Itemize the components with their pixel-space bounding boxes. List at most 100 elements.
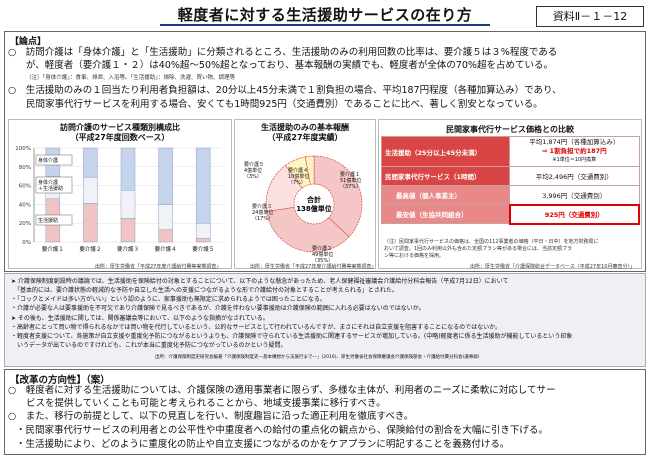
x-tick-label: 要介護４ [155, 245, 177, 253]
price-row-max: 最高値（個人事業主） 3,996円（交通費別） [381, 185, 640, 205]
point-2-line-1: ○ 生活援助のみの１回当たり利用者負担額は、20分以上45分未満で１割負担の場合… [8, 85, 562, 96]
notes-line-4: ・介護が必要な人は要事援助を不可欠であり介護保険で見るべきであるが、介護を伴わな… [11, 305, 425, 312]
bar-segment [158, 204, 173, 231]
direction-line-3: ○ また、移行の前提として、以下の見直しを行い、制度趣旨に沿った適正利用を徹底す… [8, 411, 414, 422]
pie-slice-label: 要介護４ [288, 167, 308, 174]
bar-segment [120, 147, 136, 191]
price-care-label: 生活援助（25分以上45分未満） [381, 136, 510, 167]
bar-segment [195, 147, 211, 224]
pie-chart-source: 出所：厚生労働省「平成27年度介護給付費等実態調査」 [250, 264, 377, 270]
pie-slice-label: 要介護５ [244, 161, 264, 168]
bar-chart: 0% 20% 40% 60% 80% 100% 要介護１ 要介護２ 要介護３ 要介護４ 要介護５ 身体… [15, 146, 222, 253]
x-tick-label: 要介護２ [79, 245, 101, 253]
bar-segment [83, 203, 98, 243]
price-care-copay: ⇒ 1割負担で約187円 [541, 147, 607, 155]
point-2-line-2: 民間家事代行サービスを利用する場合、安くても1時間925円（交通費別）であること… [26, 99, 543, 110]
page-title: 軽度者に対する生活援助サービスの在り方 [177, 6, 473, 24]
price-table: 生活援助（25分以上45分未満） 平均1,874円（各種加算込み） ⇒ 1割負担… [381, 136, 640, 225]
bar-segment [195, 222, 211, 239]
pie-slice-pct: （37%） [340, 184, 361, 190]
price-row-care: 生活援助（25分以上45分未満） 平均1,874円（各種加算込み） ⇒ 1割負担… [381, 136, 640, 167]
pie-center-label: 合計 [306, 195, 321, 204]
pie-chart-title: 生活援助のみの基本報酬 [261, 123, 349, 132]
y-tick-label: 20% [19, 221, 31, 227]
bar-segment [158, 147, 173, 205]
point-1-note: （注）「身体介護」：食事、排泄、入浴等。「生活援助」：掃除、洗濯、買い物、調理等 [26, 75, 236, 81]
points-label: 【論点】 [10, 37, 47, 47]
bar-segment [195, 237, 211, 243]
price-care-avg: 平均1,874円（各種加算込み） [529, 138, 620, 146]
pie-chart-subtitle: （平成27年度実績） [267, 133, 343, 142]
bar-segment [158, 229, 173, 243]
pie-slice-value: 49億単位 [312, 251, 333, 258]
title-underline [160, 24, 490, 26]
legend-label: 身体介護 [38, 179, 58, 186]
pie-slice-pct: （35%） [312, 258, 333, 262]
price-max-label: 最高値（個人事業主） [381, 185, 510, 205]
notes-source: 出所：介護保険制度史研究会編著「介護保険制度史―基本構想から法施行まで―」(20… [155, 355, 480, 360]
pie-slice-label: 要介護２ [312, 245, 332, 252]
background-notes-box: ➤ 介護保険制度創設時の議論では、生活援助を保険給付の対象とすることについて、以… [4, 273, 646, 367]
y-tick-label: 60% [19, 184, 31, 190]
y-tick-label: 40% [19, 202, 31, 208]
y-tick-label: 100% [15, 146, 31, 152]
price-source: 出所：厚生労働省「介護保険総合データベース（平成27年10月審査分）」 [470, 264, 635, 270]
price-min-value: 925円（交通費別） [508, 203, 640, 225]
pie-slice-label: 要介護１ [340, 171, 360, 178]
price-private-label: 民間家事代行サービス（1時間） [381, 166, 510, 186]
point-1-line-2: が、軽度者（要介護１・２）は40%超～50%超となっており、基本報酬の実績でも、… [26, 60, 553, 71]
bar-segment [83, 147, 98, 178]
pie-slice-pct: （17%） [252, 216, 273, 222]
direction-line-2: ビスを提供していくことも可能と考えられることから、地域支援事業に移行すべき。 [26, 398, 386, 409]
price-title: 民間家事代行サービス価格との比較 [446, 125, 574, 134]
pie-slice [266, 206, 350, 253]
price-min-label: 最安値（生協共同組合） [381, 204, 510, 224]
x-tick-label: 要介護３ [117, 245, 139, 253]
reform-direction-box [4, 369, 646, 455]
price-max-value: 3,996円（交通費別） [509, 185, 640, 205]
direction-line-4: ・民間家事代行サービスの利用者との公平性や中重度者への給付の重点化の観点から、保… [16, 425, 548, 436]
legend-label: 身体介護 [38, 157, 58, 164]
bar-segment [120, 218, 136, 243]
price-care-unit-note: ※1単位＝10円換算 [552, 157, 597, 163]
pie-slice-value: 10億単位 [288, 173, 309, 180]
legend-label: ＋生活援助 [38, 185, 63, 192]
price-private-avg: 平均2,496円（交通費別） [509, 166, 640, 186]
legend-box [35, 154, 73, 166]
pie-center-value: 138億単位 [296, 204, 332, 213]
points-box [4, 31, 646, 272]
direction-line-5: ・生活援助により、どのように重度化の防止や自立支援につながるのかをケアプランに明… [16, 439, 510, 450]
pie-slice-pct: （3%） [244, 174, 262, 180]
pie-slice-value: 51億単位 [340, 177, 361, 184]
pie-slice-pct: （7%） [288, 180, 306, 186]
notes-line-3: ・「コックとメイドは多い方がいい」という認のように、家事援助も無限定に求められる… [11, 296, 326, 303]
pie-slice [313, 155, 363, 238]
price-note-3: ン等における価格を採用。 [384, 253, 445, 259]
document-id-badge: 資料Ⅱ－１－12 [536, 6, 644, 27]
legend-label: 生活援助 [38, 217, 58, 224]
pie-slice-value: 24億単位 [252, 209, 273, 216]
direction-label: 【改革の方向性】（案） [10, 375, 110, 386]
legend-box [35, 176, 73, 194]
x-tick-label: 要介護５ [192, 245, 214, 253]
bar-chart-title: 訪問介護のサービス種類別構成比 [60, 123, 180, 132]
y-tick-label: 80% [19, 165, 31, 171]
pie-slice-value: 4億単位 [244, 167, 262, 174]
direction-line-1: ○ 軽度者に対する生活援助については、介護保険の適用事業者に限らず、多様な主体が… [8, 385, 556, 396]
notes-line-7: ・軽度者支援について、各施策が自立支援や重度化予防につながるというよりも、介護保… [11, 333, 573, 340]
bar-chart-subtitle: （平成27年度回数ベース） [70, 133, 170, 142]
price-note-2: おいて調査。1回のみ利用以外も含めた定額プラン等がある場合には、当該定額プラ [384, 246, 573, 252]
bar-chart-panel [8, 119, 232, 269]
notes-line-1: ➤ 介護保険制度創設時の議論では、生活援助を保険給付の対象とすることについて、以… [11, 278, 509, 285]
legend-box [35, 214, 73, 226]
x-tick-label: 要介護１ [42, 245, 64, 253]
point-1-line-1: ○ 訪問介護は「身体介護」と「生活援助」に分類されるところ、生活援助のみの利用回… [8, 47, 558, 58]
notes-line-2: 「基本的には、要介護状態の軽減的な予防や自立した生活への支援につながるような形で… [11, 287, 398, 294]
notes-line-6: ・高齢者にとって買い物で得られるなかでは買い物を代行しているという、公的なサービ… [11, 324, 502, 331]
pie-slice [304, 155, 315, 185]
bar-segment [120, 190, 136, 219]
bar-chart-source: 出所：厚生労働省「平成27年度介護給付費等実態調査」 [95, 264, 222, 270]
price-row-private: 民間家事代行サービス（1時間） 平均2,496円（交通費別） [381, 166, 640, 186]
